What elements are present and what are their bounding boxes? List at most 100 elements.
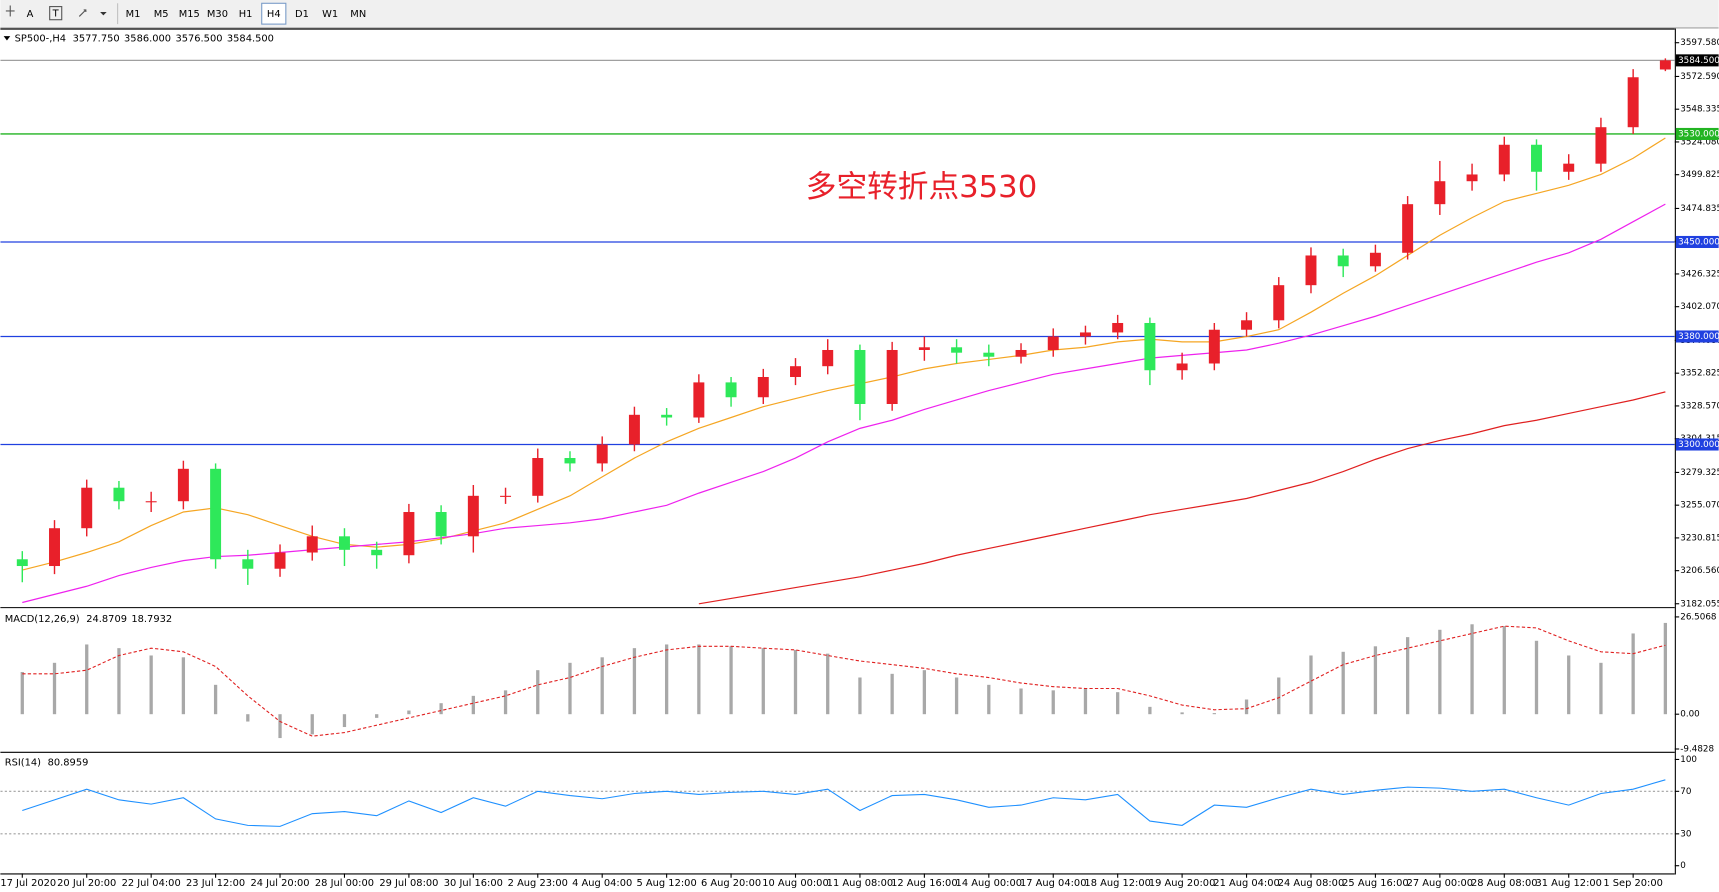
price-level-label: 3450.000 bbox=[1678, 237, 1719, 247]
macd-bar bbox=[890, 673, 894, 715]
macd-bar bbox=[632, 648, 637, 715]
x-tick-label: 11 Aug 08:00 bbox=[827, 878, 893, 889]
indicator-value: 3584.500 bbox=[227, 33, 274, 44]
candle-body bbox=[725, 382, 737, 398]
timeframe-button[interactable]: H1 bbox=[239, 9, 253, 20]
y-tick-label: 3328.570 bbox=[1680, 401, 1719, 411]
indicator-value: 18.7932 bbox=[131, 614, 172, 625]
x-tick-label: 20 Jul 20:00 bbox=[57, 878, 116, 889]
macd-signal bbox=[22, 625, 1666, 737]
moving-average bbox=[22, 203, 1666, 604]
macd-bar bbox=[793, 649, 798, 715]
candle-body bbox=[1015, 349, 1027, 357]
candle-body bbox=[467, 495, 479, 537]
macd-bar bbox=[1599, 662, 1603, 715]
macd-bar bbox=[1309, 655, 1313, 715]
x-tick-label: 24 Aug 08:00 bbox=[1278, 878, 1344, 889]
timeframe-button[interactable]: W1 bbox=[322, 9, 338, 20]
indicator-title: SP500-,H4 bbox=[15, 33, 66, 44]
chart-bg bbox=[0, 28, 1719, 892]
y-tick-label: 3426.325 bbox=[1680, 269, 1719, 279]
x-tick-label: 22 Jul 04:00 bbox=[122, 878, 181, 889]
macd-bar bbox=[181, 657, 186, 715]
y-tick-label: -9.4828 bbox=[1680, 744, 1714, 754]
y-tick-label: 70 bbox=[1680, 787, 1691, 797]
text-tool[interactable]: A bbox=[27, 9, 34, 20]
candle-body bbox=[1079, 332, 1091, 337]
candle-body bbox=[1627, 77, 1639, 128]
crosshair-tool[interactable] bbox=[5, 5, 15, 17]
y-tick-label: 3499.825 bbox=[1680, 170, 1719, 180]
candle-body bbox=[1208, 329, 1220, 364]
x-tick-label: 25 Aug 16:00 bbox=[1342, 878, 1408, 889]
timeframe-button[interactable]: M5 bbox=[154, 9, 169, 20]
candle-body bbox=[1531, 144, 1542, 172]
x-tick-label: 5 Aug 12:00 bbox=[637, 878, 697, 889]
price-level-label: 3300.000 bbox=[1678, 440, 1719, 450]
indicator-value: 80.8959 bbox=[48, 758, 89, 769]
macd-bar bbox=[761, 648, 765, 715]
rsi-panel: RSI(14) 80.8959 bbox=[0, 758, 1675, 835]
y-tick-label: 3402.070 bbox=[1680, 302, 1719, 312]
timeframe-button[interactable]: D1 bbox=[295, 9, 309, 20]
macd-bar bbox=[375, 714, 379, 718]
y-tick-label: 3597.580 bbox=[1680, 38, 1719, 48]
macd-bar bbox=[20, 671, 24, 715]
y-tick-label: 3255.070 bbox=[1680, 501, 1719, 511]
collapse-arrow bbox=[3, 36, 11, 41]
candle-body bbox=[757, 376, 769, 398]
timeframe-button[interactable]: M15 bbox=[179, 9, 200, 20]
macd-bar bbox=[1019, 688, 1023, 715]
x-tick-label: 24 Jul 20:00 bbox=[250, 878, 309, 889]
candle-body bbox=[1241, 320, 1253, 330]
price-level-label: 3380.000 bbox=[1678, 332, 1719, 342]
macd-bar bbox=[1470, 624, 1474, 715]
active-timeframe bbox=[261, 2, 287, 25]
macd-panel: MACD(12,26,9) 24.8709 18.7932 bbox=[5, 614, 1668, 739]
toolbar-bg bbox=[0, 0, 1719, 28]
candle-body bbox=[1369, 252, 1381, 267]
x-tick-label: 12 Aug 16:00 bbox=[891, 878, 957, 889]
label-tool[interactable]: T bbox=[52, 9, 60, 20]
candle-body bbox=[1498, 144, 1510, 175]
label-tool-frame bbox=[49, 6, 63, 21]
arrows-tool[interactable] bbox=[78, 9, 107, 17]
price-panel: SP500-,H4 3577.750 3586.000 3576.500 3584.50… bbox=[0, 33, 1675, 605]
candle-body bbox=[854, 349, 866, 404]
y-tick-label: 100 bbox=[1680, 755, 1697, 765]
candle-body bbox=[628, 414, 640, 445]
macd-bar bbox=[697, 644, 701, 715]
candle-body bbox=[403, 512, 415, 556]
macd-bar bbox=[536, 670, 540, 715]
macd-bar bbox=[1663, 622, 1668, 715]
candle-body bbox=[918, 347, 930, 350]
macd-bar bbox=[1438, 629, 1442, 715]
x-tick-label: 1 Sep 20:00 bbox=[1603, 878, 1663, 889]
y-tick-label: 3572.590 bbox=[1680, 72, 1719, 82]
macd-bar bbox=[1277, 677, 1281, 715]
timeframe-button[interactable]: M30 bbox=[207, 9, 228, 20]
macd-bar bbox=[1567, 655, 1571, 715]
timeframe-button[interactable]: M1 bbox=[126, 9, 141, 20]
x-tick-label: 14 Aug 00:00 bbox=[956, 878, 1022, 889]
x-tick-label: 30 Jul 16:00 bbox=[444, 878, 503, 889]
macd-bar bbox=[85, 644, 89, 715]
candle-body bbox=[983, 352, 995, 357]
timeframe-button[interactable]: H4 bbox=[267, 9, 281, 20]
candle-body bbox=[145, 501, 157, 503]
timeframe-button[interactable]: MN bbox=[350, 9, 366, 20]
candle-body bbox=[822, 349, 834, 367]
x-tick-label: 28 Jul 00:00 bbox=[315, 878, 374, 889]
y-tick-label: 3206.560 bbox=[1680, 566, 1719, 576]
x-tick-label: 17 Aug 04:00 bbox=[1020, 878, 1086, 889]
macd-bar bbox=[729, 646, 733, 715]
macd-bar bbox=[1502, 626, 1506, 715]
macd-bar bbox=[858, 677, 862, 715]
candle-body bbox=[1305, 255, 1317, 286]
candle-body bbox=[1112, 322, 1124, 333]
x-tick-label: 18 Aug 12:00 bbox=[1084, 878, 1150, 889]
candle-body bbox=[81, 487, 93, 529]
candle-body bbox=[1337, 255, 1349, 267]
macd-bar bbox=[117, 648, 121, 715]
